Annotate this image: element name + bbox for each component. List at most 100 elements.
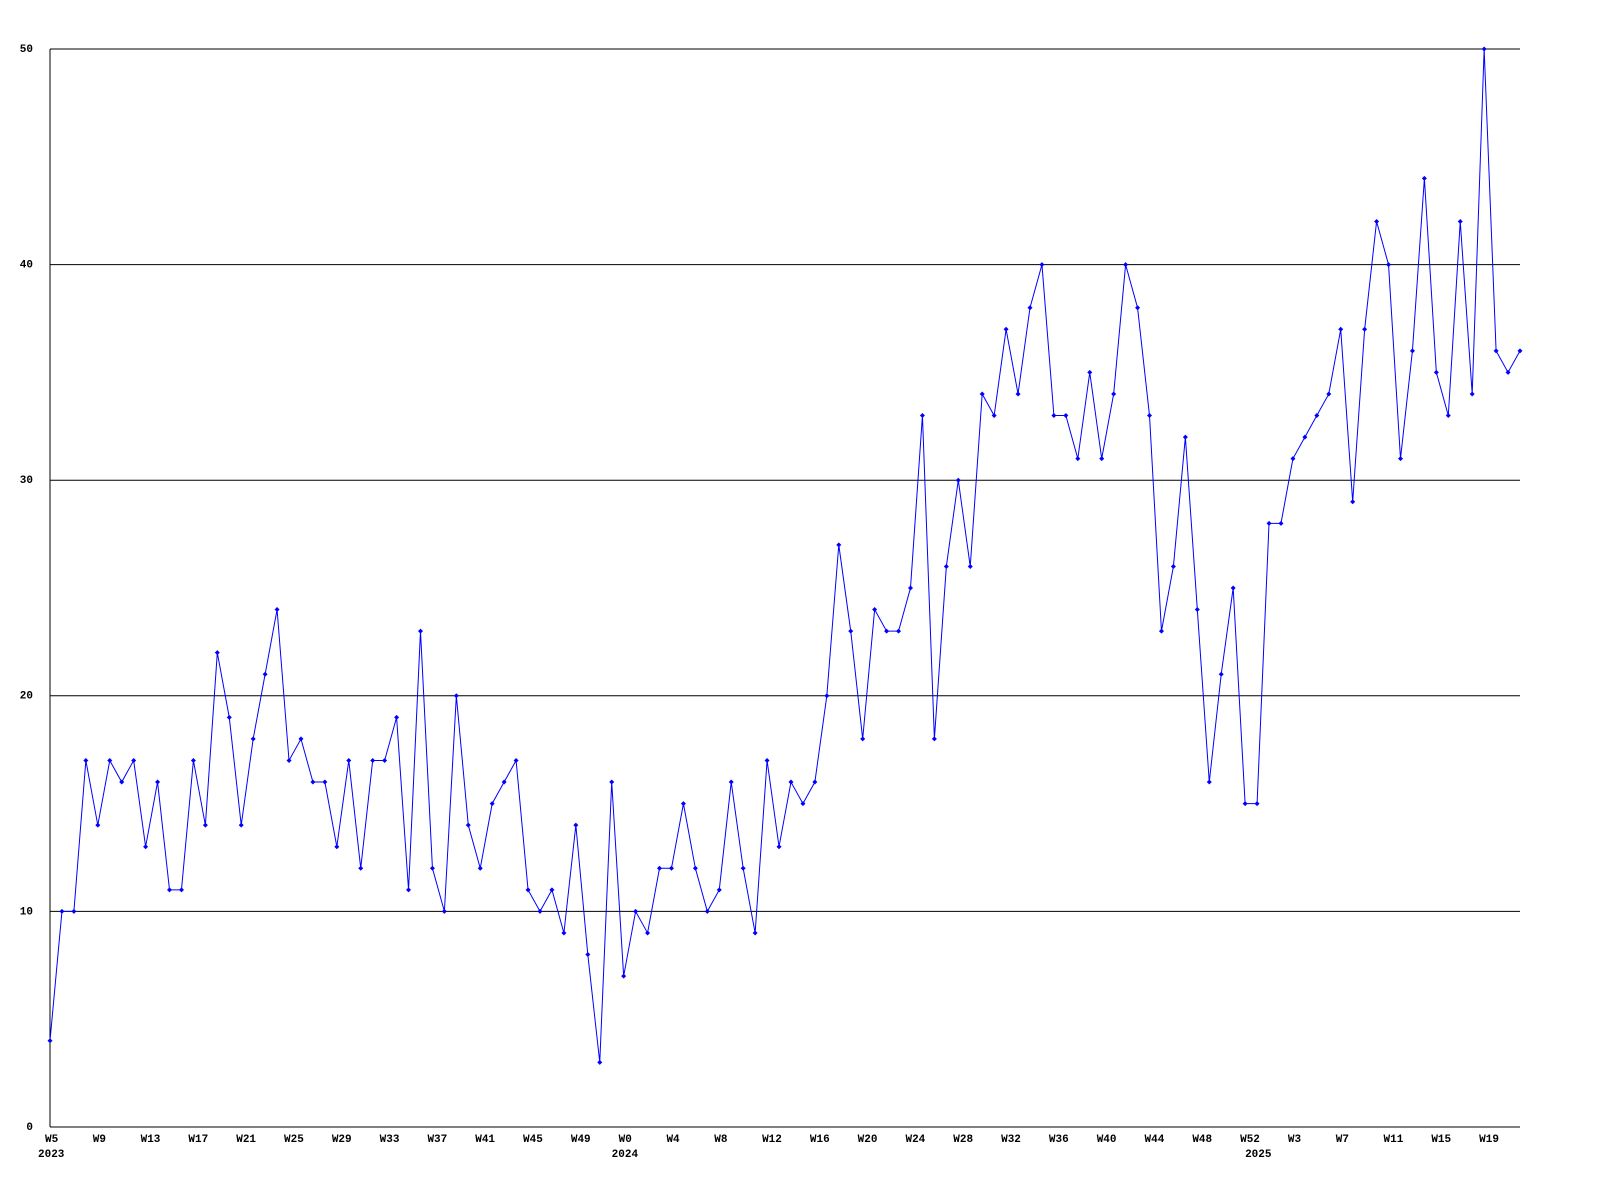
point: [680, 801, 686, 807]
point: [453, 693, 459, 699]
point: [250, 736, 256, 742]
point: [1230, 585, 1236, 591]
point: [143, 844, 149, 850]
x-tick-label: W8: [714, 1134, 728, 1146]
point: [226, 714, 232, 720]
point: [429, 865, 435, 871]
point: [1147, 413, 1153, 419]
point: [824, 693, 830, 699]
point: [370, 757, 376, 763]
point: [788, 779, 794, 785]
point: [645, 930, 651, 936]
x-tick-label: W7: [1336, 1134, 1349, 1146]
y-tick-label: 0: [26, 1122, 33, 1134]
y-tick-label: 30: [20, 475, 33, 487]
x-tick-label: W36: [1049, 1134, 1069, 1146]
x-tick-label: W9: [93, 1134, 106, 1146]
x-tick-label: W17: [188, 1134, 208, 1146]
point: [537, 908, 543, 914]
point: [274, 607, 280, 613]
x-tick-label: W37: [427, 1134, 447, 1146]
point: [465, 822, 471, 828]
x-tick-label: W15: [1431, 1134, 1451, 1146]
x-tick-label: W52: [1240, 1134, 1260, 1146]
x-tick-label: W4: [666, 1134, 680, 1146]
x-tick-label: W44: [1145, 1134, 1165, 1146]
point: [1099, 456, 1105, 462]
point: [1433, 369, 1439, 375]
point: [155, 779, 161, 785]
point: [776, 844, 782, 850]
point: [848, 628, 854, 634]
point: [1182, 434, 1188, 440]
point: [561, 930, 567, 936]
x-tick-label: W0: [619, 1134, 632, 1146]
point: [71, 908, 77, 914]
point: [931, 736, 937, 742]
point: [1075, 456, 1081, 462]
point: [1278, 520, 1284, 526]
x-tick-label: W5: [45, 1134, 59, 1146]
point: [477, 865, 483, 871]
point: [1135, 305, 1141, 311]
point: [358, 865, 364, 871]
point: [812, 779, 818, 785]
x-tick-label: W25: [284, 1134, 304, 1146]
x-tick-label: W16: [810, 1134, 830, 1146]
point: [1493, 348, 1499, 354]
point: [1457, 218, 1463, 224]
point: [1386, 262, 1392, 268]
point: [59, 908, 65, 914]
point: [501, 779, 507, 785]
point: [441, 908, 447, 914]
point: [406, 887, 412, 893]
point: [692, 865, 698, 871]
point: [1063, 413, 1069, 419]
point: [1254, 801, 1260, 807]
point: [238, 822, 244, 828]
point: [884, 628, 890, 634]
point: [860, 736, 866, 742]
point: [1326, 391, 1332, 397]
point: [1517, 348, 1523, 354]
point: [298, 736, 304, 742]
point: [1111, 391, 1117, 397]
point: [1194, 607, 1200, 613]
point: [585, 952, 591, 958]
x-tick-label: W28: [953, 1134, 973, 1146]
point: [979, 391, 985, 397]
point: [178, 887, 184, 893]
point: [525, 887, 531, 893]
point: [907, 585, 913, 591]
point: [633, 908, 639, 914]
point: [310, 779, 316, 785]
point: [1027, 305, 1033, 311]
point: [107, 757, 113, 763]
point: [573, 822, 579, 828]
point: [704, 908, 710, 914]
x-tick-label: W12: [762, 1134, 782, 1146]
point: [1481, 46, 1487, 52]
point: [262, 671, 268, 677]
point: [1003, 326, 1009, 332]
x-tick-label: W41: [475, 1134, 495, 1146]
point: [752, 930, 758, 936]
point: [943, 563, 949, 569]
point: [836, 542, 842, 548]
point: [872, 607, 878, 613]
point: [1206, 779, 1212, 785]
x-tick-label: W19: [1479, 1134, 1499, 1146]
point: [955, 477, 961, 483]
point: [728, 779, 734, 785]
x-tick-label: W33: [380, 1134, 400, 1146]
point: [896, 628, 902, 634]
point: [1051, 413, 1057, 419]
point: [1302, 434, 1308, 440]
point: [394, 714, 400, 720]
point: [417, 628, 423, 634]
x-tick-label: W13: [141, 1134, 161, 1146]
point: [1350, 499, 1356, 505]
point: [549, 887, 555, 893]
point: [47, 1038, 53, 1044]
